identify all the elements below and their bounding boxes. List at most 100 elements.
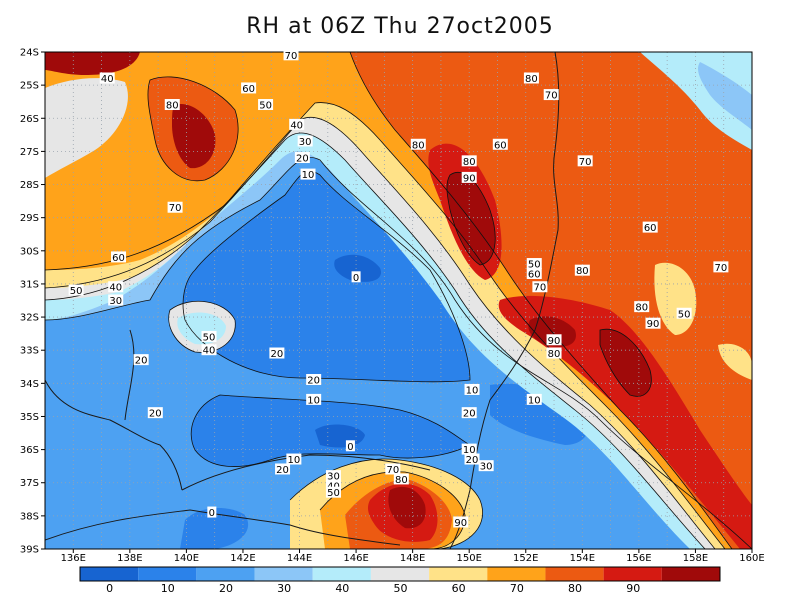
contour-label: 10 [286, 453, 302, 466]
colorbar-label: 80 [568, 582, 582, 595]
contour-label-text: 80 [635, 303, 648, 314]
contour-label-box [325, 480, 341, 492]
contour-label-text: 70 [169, 203, 182, 214]
colorbar-frame [79, 566, 721, 582]
contour-label: 20 [306, 374, 322, 387]
contour-label: 50 [201, 330, 217, 343]
contour-label-text: 70 [534, 283, 547, 294]
contour-label-text: 30 [327, 472, 340, 483]
contour-label-box [68, 284, 84, 296]
contour-label-text: 20 [135, 356, 148, 367]
contour-label-box [241, 82, 257, 94]
colorbar-swatch [138, 567, 197, 581]
contour-label: 0 [345, 440, 355, 453]
contour-label: 80 [164, 99, 180, 112]
lon-label: 152E [513, 553, 538, 564]
contour-label-box [478, 460, 494, 472]
axis-label-layer: 24S 25S 26S 27S 28S 29S 30S 31S 32S 33S 34S 35S 36S 3… [20, 48, 765, 565]
contour-label-text: 10 [302, 170, 315, 181]
contour-label: 40 [201, 344, 217, 357]
lon-label: 140E [174, 553, 199, 564]
colorbar-swatch [254, 567, 313, 581]
contour-label: 60 [642, 221, 658, 234]
contour-label-box [201, 330, 217, 342]
contour-label: 20 [147, 407, 163, 420]
rh-region-0-10-core [183, 171, 470, 382]
contour-label: 80 [574, 264, 590, 277]
contour-label-text: 20 [276, 465, 289, 476]
contour-label-box [546, 334, 562, 346]
contour-label-text: 60 [242, 84, 255, 95]
rh-region-nw-corner [45, 52, 140, 75]
lon-label: 148E [400, 553, 425, 564]
contour-label: 20 [461, 407, 477, 420]
contour-label-box [289, 118, 305, 130]
contour-label: 30 [108, 294, 124, 307]
contour-label: 70 [167, 201, 183, 214]
contour-label-box [574, 264, 590, 276]
state-border-vic-nsw [181, 454, 431, 491]
lat-label: 31S [20, 279, 39, 290]
lat-label: 32S [20, 313, 39, 324]
contour-label-text: 10 [307, 395, 320, 406]
contour-label-box [147, 407, 163, 419]
lon-label: 154E [570, 553, 595, 564]
lon-label: 136E [61, 553, 86, 564]
contour-label-text: 90 [463, 173, 476, 184]
contour-label: 60 [241, 82, 257, 95]
contour-label: 30 [297, 135, 313, 148]
contour-label-text: 50 [259, 101, 272, 112]
colorbar-label: 90 [626, 582, 640, 595]
contour-label-text: 60 [644, 223, 657, 234]
contour-label-text: 40 [101, 74, 114, 85]
colorbar-swatch [429, 567, 488, 581]
colorbar-swatch [603, 567, 662, 581]
contour-label-text: 80 [395, 475, 408, 486]
lon-label: 146E [343, 553, 368, 564]
rh-region-nw-80-90 [172, 104, 216, 169]
contour-label-box [300, 168, 316, 180]
contour-lines [45, 52, 752, 549]
contour-label-box [306, 393, 322, 405]
contour-label: 10 [306, 393, 322, 406]
contour-label-box [492, 138, 508, 150]
contour-label-text: 60 [494, 140, 507, 151]
contour-label: 80 [461, 155, 477, 168]
contour-label-text: 30 [299, 137, 312, 148]
contour-label-text: 50 [528, 260, 541, 271]
contour-label-text: 70 [285, 51, 298, 62]
contour-label-box [286, 453, 302, 465]
contour-label-layer: 7040806050403020107060403050504020200807… [68, 49, 729, 529]
contour-label-box [464, 383, 480, 395]
contour-label-text: 0 [353, 273, 359, 284]
contour-label-text: 20 [463, 409, 476, 420]
nsw-coast [449, 52, 560, 549]
lon-label: 160E [739, 553, 764, 564]
colorbar-label: 60 [452, 582, 466, 595]
contour-label: 60 [526, 267, 542, 280]
lon-label: 156E [626, 553, 651, 564]
colorbar-label: 0 [106, 582, 113, 595]
map-frame [44, 51, 753, 550]
lat-label: 30S [20, 246, 39, 257]
contour-label: 10 [300, 168, 316, 181]
contour-label-box [351, 271, 361, 283]
contour-label: 50 [68, 284, 84, 297]
contour-label-text: 90 [454, 518, 467, 529]
lat-label: 38S [20, 511, 39, 522]
contour-label: 40 [99, 72, 115, 85]
contour-label-box [111, 251, 127, 263]
contour-label-text: 30 [480, 462, 493, 473]
lat-label: 35S [20, 412, 39, 423]
lat-label: 39S [20, 545, 39, 556]
colorbar-swatch [661, 567, 720, 581]
contour-label-text: 10 [466, 385, 479, 396]
contour-label-box [306, 374, 322, 386]
colorbar-swatch [487, 567, 546, 581]
lat-label: 28S [20, 180, 39, 191]
contour-label: 50 [258, 99, 274, 112]
contour-label-box [164, 99, 180, 111]
contour-label: 20 [269, 347, 285, 360]
contour-label-text: 70 [579, 157, 592, 168]
contour-label-box [258, 99, 274, 111]
